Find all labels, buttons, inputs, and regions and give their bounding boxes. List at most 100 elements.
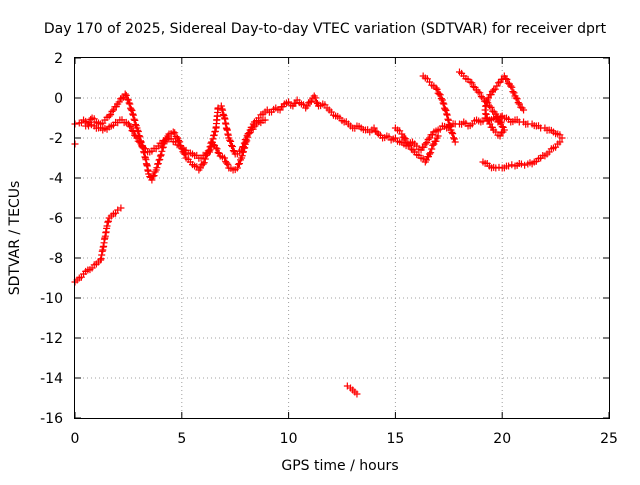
data-point: [171, 129, 179, 137]
data-point: [436, 91, 444, 99]
data-point: [158, 147, 166, 155]
x-tick-label: 0: [71, 431, 80, 447]
data-point: [494, 79, 502, 87]
data-point: [512, 94, 520, 102]
data-point: [153, 164, 161, 172]
data-point: [487, 123, 495, 131]
data-point: [450, 135, 458, 143]
data-point: [115, 98, 123, 106]
data-point: [444, 116, 452, 124]
data-point: [477, 93, 485, 101]
data-point: [131, 116, 139, 124]
data-point: [491, 85, 499, 93]
data-point: [224, 160, 232, 168]
data-point: [466, 78, 474, 86]
series-lower-branch: [479, 138, 564, 172]
data-point: [238, 152, 246, 160]
data-point: [157, 151, 165, 159]
data-point: [398, 130, 406, 138]
data-point: [312, 98, 320, 106]
data-point: [218, 105, 226, 113]
chart-title: Day 170 of 2025, Sidereal Day-to-day VTE…: [44, 21, 607, 37]
data-point: [117, 95, 125, 103]
data-point: [156, 156, 164, 164]
y-tick-label: 0: [54, 91, 63, 107]
data-point: [353, 390, 361, 398]
data-point: [199, 160, 207, 168]
data-point: [217, 102, 225, 110]
data-point: [441, 105, 449, 113]
y-tick-label: -6: [49, 211, 63, 227]
data-point: [140, 149, 148, 157]
data-point: [468, 79, 476, 87]
data-point: [129, 111, 137, 119]
data-point: [129, 110, 137, 118]
data-point: [428, 145, 436, 153]
data-point: [123, 95, 131, 103]
series-main-trace: [71, 90, 566, 184]
data-point: [311, 94, 319, 102]
data-point: [520, 106, 528, 114]
data-point: [423, 139, 431, 147]
data-point: [103, 222, 111, 230]
data-point: [234, 160, 242, 168]
data-point: [433, 85, 441, 93]
data-point: [521, 161, 529, 169]
data-point: [486, 120, 494, 128]
y-tick-label: -8: [49, 251, 63, 267]
data-point: [137, 139, 145, 147]
data-point: [497, 119, 505, 127]
data-point: [213, 145, 221, 153]
data-point: [406, 141, 414, 149]
data-point: [497, 129, 505, 137]
y-tick-label: -10: [40, 291, 63, 307]
data-point: [432, 137, 440, 145]
x-tick-label: 10: [280, 431, 298, 447]
data-point: [105, 112, 113, 120]
data-point: [169, 128, 177, 136]
plot-frame: [74, 57, 610, 419]
gridlines: [75, 58, 609, 418]
x-tick-label: 5: [177, 431, 186, 447]
series-mid-loop: [391, 124, 442, 166]
data-point: [125, 99, 133, 107]
y-tick-label: -4: [49, 171, 63, 187]
data-point: [503, 75, 511, 83]
data-point: [427, 149, 435, 157]
data-point: [235, 160, 243, 168]
data-point: [432, 84, 440, 92]
series-secondary-trace: [82, 102, 269, 162]
data-point: [133, 134, 141, 142]
data-point: [128, 106, 136, 114]
series-early-branch: [71, 204, 125, 286]
data-point: [150, 172, 158, 180]
x-tick-label: 15: [386, 431, 404, 447]
data-point: [421, 140, 429, 148]
data-point: [370, 124, 378, 132]
data-point: [402, 135, 410, 143]
data-point: [496, 118, 504, 126]
data-point: [487, 103, 495, 111]
data-point: [261, 116, 269, 124]
x-tick-label: 20: [493, 431, 511, 447]
y-tick-label: -2: [49, 131, 63, 147]
y-tick-label: -16: [40, 411, 63, 427]
data-point: [117, 204, 125, 212]
data-point: [469, 83, 477, 91]
data-point: [227, 137, 235, 145]
data-point: [104, 217, 112, 225]
y-axis-label: SDTVAR / TECUs: [7, 181, 23, 296]
data-point: [509, 88, 517, 96]
x-axis-label: GPS time / hours: [281, 458, 398, 474]
data-point: [128, 127, 136, 135]
data-point: [233, 164, 241, 172]
data-point: [476, 89, 484, 97]
data-point: [108, 107, 116, 115]
data-point: [156, 152, 164, 160]
data-point: [306, 98, 314, 106]
data-point: [132, 121, 140, 129]
data-point: [129, 127, 137, 135]
data-point: [121, 90, 129, 98]
data-point: [118, 94, 126, 102]
